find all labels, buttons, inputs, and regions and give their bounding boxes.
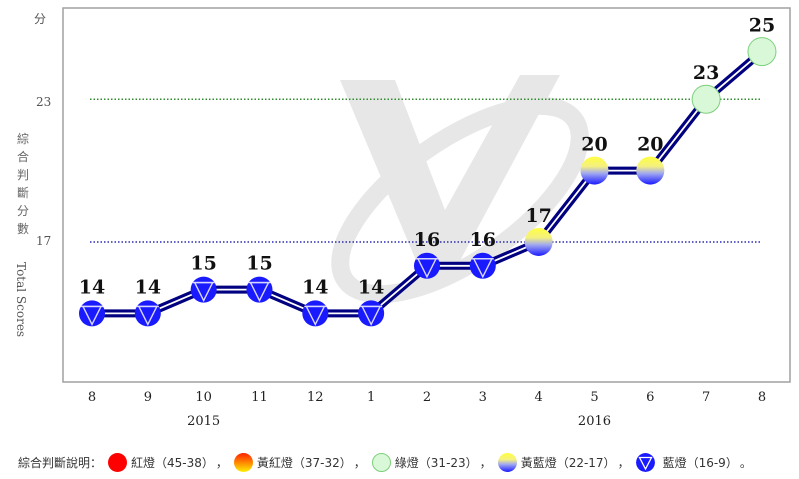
data-point-2: 15 [190, 253, 217, 303]
x-tick-label: 6 [646, 390, 654, 405]
data-point-11: 23 [691, 62, 721, 114]
signal-legend: 綜合判斷說明： 紅燈（45-38）， 黃紅燈（37-32）， 綠燈（31-23）… [18, 452, 756, 472]
data-label: 16 [470, 229, 496, 251]
x-tick-label: 2 [423, 390, 431, 405]
data-label: 15 [190, 253, 216, 275]
data-label: 16 [414, 229, 440, 251]
x-tick-label: 1 [367, 390, 375, 405]
data-label: 14 [358, 276, 384, 298]
x-tick-label: 8 [88, 390, 96, 405]
data-label: 14 [79, 276, 105, 298]
x-tick-label: 10 [195, 390, 212, 405]
legend-item-blue: 藍燈（16-9）。 [634, 452, 756, 472]
x-year-label: 2015 [187, 414, 220, 429]
data-point-5: 14 [358, 276, 384, 327]
data-label: 15 [246, 253, 272, 275]
data-point-3: 15 [246, 253, 273, 303]
y-tick-17: 17 [36, 234, 52, 248]
legend-item-red: 紅燈（45-38）， [106, 452, 232, 472]
data-label: 14 [135, 276, 161, 298]
data-point-8: 17 [524, 205, 553, 256]
data-point-10: 20 [636, 134, 665, 185]
blue-light-icon [635, 452, 655, 472]
x-year-label: 2016 [578, 414, 611, 429]
data-label: 17 [525, 205, 551, 227]
data-point-9: 20 [580, 134, 609, 185]
y-tick-23: 23 [36, 95, 52, 109]
yellow-blue-light-icon [497, 452, 517, 472]
yellow-red-light-icon [233, 452, 253, 472]
legend-item-yellow-red: 黃紅燈（37-32）， [232, 452, 370, 472]
x-tick-label: 3 [479, 390, 487, 405]
watermark-logo [331, 75, 589, 304]
red-light-icon [108, 452, 128, 472]
data-label: 20 [581, 134, 607, 156]
data-point-7: 16 [470, 229, 496, 279]
legend-title: 綜合判斷說明： [18, 455, 103, 470]
data-point-6: 16 [414, 229, 440, 279]
x-tick-label: 9 [144, 390, 152, 405]
data-point-4: 14 [302, 276, 329, 327]
y-axis-title-english: Total Scores [14, 262, 28, 338]
x-tick-label: 5 [590, 390, 598, 405]
x-tick-label: 4 [534, 390, 542, 405]
data-label: 25 [749, 15, 775, 37]
data-point-12: 25 [747, 15, 777, 67]
plot-area [62, 7, 791, 383]
data-label: 23 [693, 62, 719, 84]
y-axis-title-chinese: 綜合判斷分數 [16, 132, 29, 236]
data-point-1: 14 [135, 276, 161, 327]
x-tick-label: 11 [251, 390, 268, 405]
x-tick-label: 7 [702, 390, 710, 405]
x-tick-label: 12 [307, 390, 324, 405]
legend-item-yellow-blue: 黃藍燈（22-17）， [496, 452, 634, 472]
data-label: 20 [637, 134, 663, 156]
green-light-icon [371, 452, 391, 472]
data-point-0: 14 [79, 276, 105, 327]
y-unit-label: 分 [34, 12, 47, 26]
legend-item-green: 綠燈（31-23）， [370, 452, 496, 472]
data-label: 14 [302, 276, 328, 298]
x-tick-label: 8 [758, 390, 766, 405]
